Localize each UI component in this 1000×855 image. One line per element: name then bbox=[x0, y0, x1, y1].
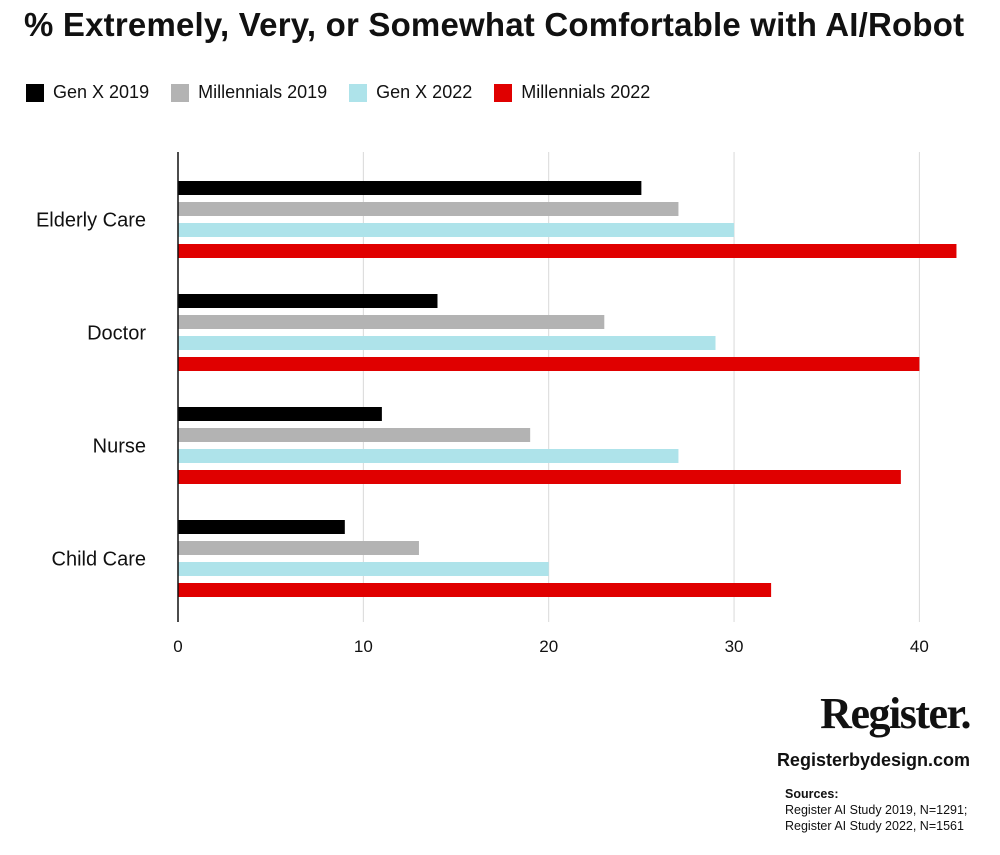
legend-swatch bbox=[349, 83, 368, 102]
bar bbox=[178, 583, 772, 597]
legend-label: Gen X 2022 bbox=[376, 82, 473, 102]
category-label: Doctor bbox=[87, 323, 146, 345]
sources-label: Sources: bbox=[785, 787, 839, 801]
brand-logo: Register. bbox=[820, 689, 971, 738]
bar bbox=[178, 562, 549, 576]
bar bbox=[178, 428, 531, 442]
bar bbox=[178, 315, 605, 329]
x-tick-label: 20 bbox=[539, 637, 558, 656]
bar bbox=[178, 470, 901, 484]
legend-item: Millennials 2022 bbox=[494, 82, 650, 103]
legend-label: Millennials 2022 bbox=[521, 82, 651, 102]
source-line: Register AI Study 2022, N=1561 bbox=[785, 819, 964, 833]
legend-item: Gen X 2019 bbox=[26, 82, 149, 103]
legend: Gen X 2019 Millennials 2019 Gen X 2022 Mill… bbox=[26, 82, 672, 103]
bar bbox=[178, 541, 419, 555]
legend-item: Millennials 2019 bbox=[171, 82, 327, 103]
x-tick-label: 30 bbox=[725, 637, 744, 656]
source-line: Register AI Study 2019, N=1291; bbox=[785, 803, 968, 817]
bar bbox=[178, 294, 438, 308]
x-tick-label: 0 bbox=[173, 637, 182, 656]
x-tick-label: 40 bbox=[910, 637, 929, 656]
category-label: Child Care bbox=[52, 549, 146, 571]
bar bbox=[178, 223, 735, 237]
bar bbox=[178, 357, 920, 371]
category-label: Nurse bbox=[93, 436, 146, 458]
bar bbox=[178, 449, 679, 463]
category-label: Elderly Care bbox=[36, 210, 146, 232]
bar bbox=[178, 520, 345, 534]
chart-plot: Elderly Care Doctor Nurse Child Care 0 10 20 30… bbox=[36, 152, 957, 656]
bar bbox=[178, 407, 382, 421]
x-tick-label: 10 bbox=[354, 637, 373, 656]
bar bbox=[178, 181, 642, 195]
legend-swatch bbox=[494, 83, 513, 102]
bar bbox=[178, 202, 679, 216]
legend-item: Gen X 2022 bbox=[349, 82, 472, 103]
bar bbox=[178, 244, 957, 258]
bar bbox=[178, 336, 716, 350]
legend-label: Millennials 2019 bbox=[198, 82, 328, 102]
website-link[interactable]: Registerbydesign.com bbox=[776, 750, 970, 770]
sources-note: Sources: Register AI Study 2019, N=1291;… bbox=[785, 786, 967, 834]
chart-title: % Extremely, Very, or Somewhat Comfortab… bbox=[24, 6, 965, 43]
legend-label: Gen X 2019 bbox=[53, 82, 150, 102]
legend-swatch bbox=[171, 83, 190, 102]
legend-swatch bbox=[26, 83, 44, 102]
